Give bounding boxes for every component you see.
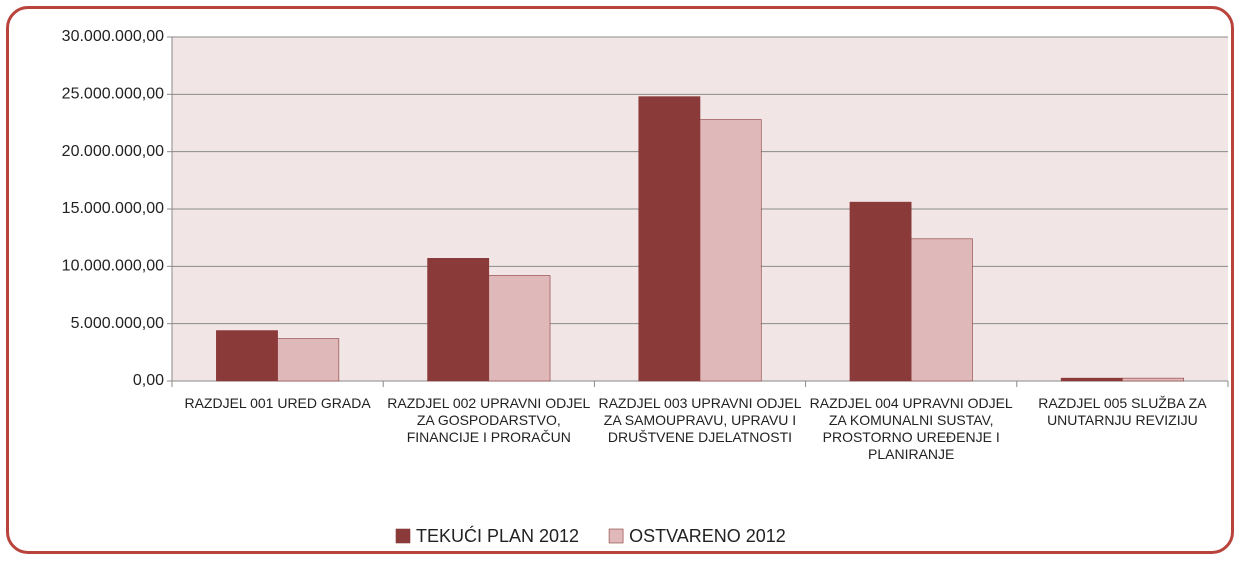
y-tick-label: 25.000.000,00 <box>62 86 164 103</box>
x-tick-label: RAZDJEL 004 UPRAVNI ODJEL ZA KOMUNALNI S… <box>809 395 1013 462</box>
bar <box>216 330 278 382</box>
x-tick-label: RAZDJEL 005 SLUŽBA ZA UNUTARNJU REVIZIJU <box>1038 395 1207 428</box>
bar <box>638 96 701 382</box>
bar <box>277 338 340 382</box>
bar <box>699 119 762 382</box>
x-tick-label: RAZDJEL 003 UPRAVNI ODJEL ZA SAMOUPRAVU,… <box>598 395 802 445</box>
y-tick-label: 5.000.000,00 <box>71 315 165 332</box>
x-tick-label: RAZDJEL 002 UPRAVNI ODJEL ZA GOSPODARSTV… <box>387 395 591 445</box>
legend-label: OSTVARENO 2012 <box>629 526 786 546</box>
legend-label: TEKUĆI PLAN 2012 <box>416 525 579 546</box>
legend-swatch <box>608 528 624 544</box>
y-tick-label: 20.000.000,00 <box>62 143 164 160</box>
bar <box>1060 377 1123 382</box>
y-tick-label: 0,00 <box>133 372 164 389</box>
y-tick-label: 30.000.000,00 <box>62 28 164 45</box>
bar <box>427 258 490 382</box>
bar <box>849 201 912 382</box>
x-tick-label: RAZDJEL 001 URED GRADA <box>184 395 371 411</box>
legend-swatch <box>395 528 411 544</box>
y-tick-label: 15.000.000,00 <box>62 200 164 217</box>
bar <box>1122 377 1184 382</box>
bar <box>488 275 551 382</box>
frame <box>6 6 1234 554</box>
y-tick-label: 10.000.000,00 <box>62 258 164 275</box>
bar <box>910 238 973 382</box>
